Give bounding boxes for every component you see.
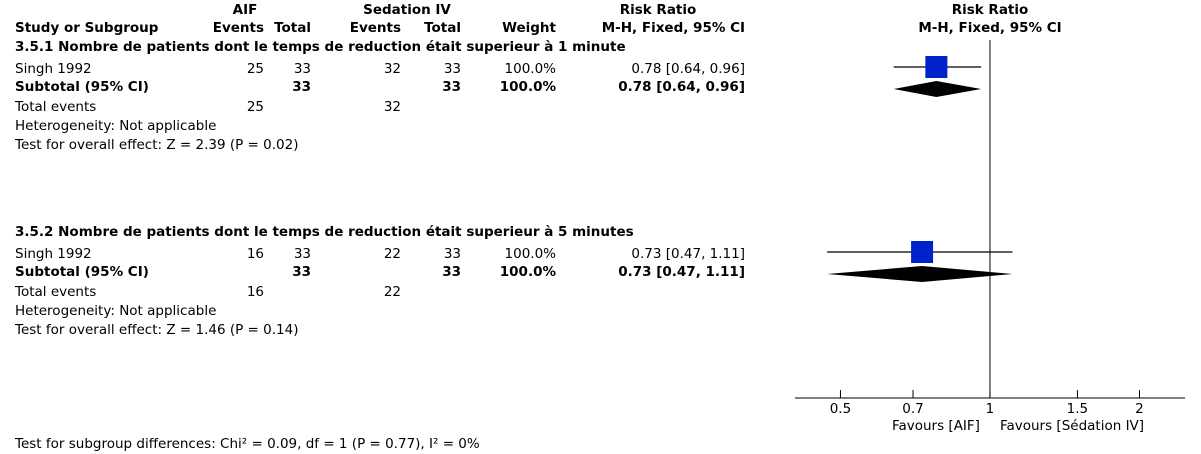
total: 33 xyxy=(292,264,311,280)
x-tick-label: 0.5 xyxy=(830,401,851,417)
total: 33 xyxy=(444,246,461,262)
header: Risk Ratio xyxy=(620,2,697,18)
header: AIF xyxy=(233,2,258,18)
study-name: Singh 1992 xyxy=(15,61,92,77)
group-title: 3.5.2 Nombre de patients dont le temps d… xyxy=(15,224,634,240)
total: 33 xyxy=(294,246,311,262)
subtotal-label: Subtotal (95% CI) xyxy=(15,79,149,95)
header: M-H, Fixed, 95% CI xyxy=(918,20,1061,36)
ci-label: 0.73 [0.47, 1.11] xyxy=(631,246,745,262)
study-name: Singh 1992 xyxy=(15,246,92,262)
study-marker xyxy=(925,56,948,78)
x-tick-label: 1.5 xyxy=(1067,401,1088,417)
total: 33 xyxy=(294,61,311,77)
overall-effect: Test for overall effect: Z = 2.39 (P = 0… xyxy=(14,137,299,153)
header: Events xyxy=(350,20,401,36)
header: Events xyxy=(213,20,264,36)
header: M-H, Fixed, 95% CI xyxy=(602,20,745,36)
header: Sedation IV xyxy=(363,2,451,18)
group-title: 3.5.1 Nombre de patients dont le temps d… xyxy=(15,39,626,55)
x-tick-label: 2 xyxy=(1135,401,1144,417)
header: Total xyxy=(424,20,461,36)
x-tick-label: 1 xyxy=(986,401,995,417)
header: Total xyxy=(274,20,311,36)
overall-effect: Test for overall effect: Z = 1.46 (P = 0… xyxy=(14,322,299,338)
events: 25 xyxy=(247,99,264,115)
favours-left: Favours [AIF] xyxy=(892,418,980,434)
total: 33 xyxy=(442,79,461,95)
events: 16 xyxy=(247,284,264,300)
header: Risk Ratio xyxy=(952,2,1029,18)
ci-label: 0.78 [0.64, 0.96] xyxy=(618,79,745,95)
total: 33 xyxy=(442,264,461,280)
total: 33 xyxy=(292,79,311,95)
weight: 100.0% xyxy=(505,246,557,262)
header: Weight xyxy=(502,20,556,36)
subtotal-diamond xyxy=(893,81,982,97)
events: 16 xyxy=(247,246,264,262)
header: Study or Subgroup xyxy=(15,20,159,36)
subtotal-label: Subtotal (95% CI) xyxy=(15,264,149,280)
events: 22 xyxy=(384,246,401,262)
subtotal-diamond xyxy=(827,266,1013,282)
weight: 100.0% xyxy=(505,61,557,77)
ci-label: 0.73 [0.47, 1.11] xyxy=(618,264,745,280)
x-tick-label: 0.7 xyxy=(902,401,923,417)
heterogeneity: Heterogeneity: Not applicable xyxy=(15,118,216,134)
events: 32 xyxy=(384,99,401,115)
heterogeneity: Heterogeneity: Not applicable xyxy=(15,303,216,319)
total-events-label: Total events xyxy=(14,99,96,115)
weight: 100.0% xyxy=(500,79,557,95)
total-events-label: Total events xyxy=(14,284,96,300)
weight: 100.0% xyxy=(500,264,557,280)
events: 32 xyxy=(384,61,401,77)
favours-right: Favours [Sédation IV] xyxy=(1000,418,1144,434)
ci-label: 0.78 [0.64, 0.96] xyxy=(631,61,745,77)
events: 22 xyxy=(384,284,401,300)
events: 25 xyxy=(247,61,264,77)
subgroup-test: Test for subgroup differences: Chi² = 0.… xyxy=(14,436,480,452)
total: 33 xyxy=(444,61,461,77)
study-marker xyxy=(911,241,934,263)
